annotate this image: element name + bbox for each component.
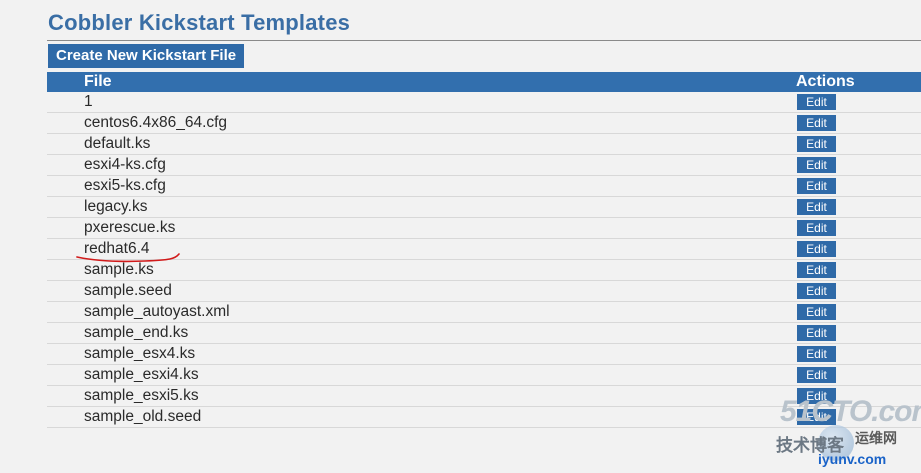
title-divider <box>47 40 921 41</box>
table-row: 1 Edit <box>47 92 921 113</box>
column-header-actions: Actions <box>796 73 855 90</box>
edit-button[interactable]: Edit <box>797 157 836 173</box>
edit-button[interactable]: Edit <box>797 388 836 404</box>
table-body: 1 Edit centos6.4x86_64.cfg Edit default.ks Ed… <box>47 92 921 428</box>
file-name: sample_esx4.ks <box>84 345 196 362</box>
table-row: sample_esx4.ks Edit <box>47 344 921 365</box>
edit-button[interactable]: Edit <box>797 115 836 131</box>
file-name: sample.ks <box>84 261 154 278</box>
edit-button[interactable]: Edit <box>797 136 836 152</box>
watermark-line2: 运维网 <box>855 430 897 446</box>
edit-button[interactable]: Edit <box>797 262 836 278</box>
edit-button[interactable]: Edit <box>797 409 836 425</box>
watermark-globe-icon <box>818 425 854 461</box>
create-kickstart-button[interactable]: Create New Kickstart File <box>48 44 245 68</box>
watermark-url: iyunv.com <box>818 451 887 467</box>
table-row: sample_end.ks Edit <box>47 323 921 344</box>
table-row: sample_autoyast.xml Edit <box>47 302 921 323</box>
file-name: esxi5-ks.cfg <box>84 177 166 194</box>
column-header-file: File <box>84 73 112 90</box>
edit-button[interactable]: Edit <box>797 94 836 110</box>
file-name: esxi4-ks.cfg <box>84 156 166 173</box>
file-name: sample.seed <box>84 282 172 299</box>
table-row: sample_esxi5.ks Edit <box>47 386 921 407</box>
table-row: centos6.4x86_64.cfg Edit <box>47 113 921 134</box>
edit-button[interactable]: Edit <box>797 241 836 257</box>
edit-button[interactable]: Edit <box>797 220 836 236</box>
file-name: 1 <box>84 93 93 110</box>
table-row: sample.ks Edit <box>47 260 921 281</box>
file-name: centos6.4x86_64.cfg <box>84 114 228 131</box>
kickstart-table: File Actions 1 Edit centos6.4x86_64.cfg Edi… <box>47 72 921 428</box>
table-row: esxi5-ks.cfg Edit <box>47 176 921 197</box>
table-header: File Actions <box>47 72 921 92</box>
edit-button[interactable]: Edit <box>797 346 836 362</box>
edit-button[interactable]: Edit <box>797 367 836 383</box>
table-row: esxi4-ks.cfg Edit <box>47 155 921 176</box>
table-row: legacy.ks Edit <box>47 197 921 218</box>
file-name: pxerescue.ks <box>84 219 176 236</box>
table-row: sample.seed Edit <box>47 281 921 302</box>
file-name: sample_esxi5.ks <box>84 387 199 404</box>
edit-button[interactable]: Edit <box>797 178 836 194</box>
file-name: sample_autoyast.xml <box>84 303 230 320</box>
table-row: default.ks Edit <box>47 134 921 155</box>
table-row: sample_old.seed Edit <box>47 407 921 428</box>
table-row: pxerescue.ks Edit <box>47 218 921 239</box>
file-name: default.ks <box>84 135 151 152</box>
file-name: sample_esxi4.ks <box>84 366 199 383</box>
page-title: Cobbler Kickstart Templates <box>48 10 351 35</box>
table-row: sample_esxi4.ks Edit <box>47 365 921 386</box>
edit-button[interactable]: Edit <box>797 199 836 215</box>
edit-button[interactable]: Edit <box>797 304 836 320</box>
edit-button[interactable]: Edit <box>797 325 836 341</box>
file-name: sample_end.ks <box>84 324 189 341</box>
table-row: redhat6.4 Edit <box>47 239 921 260</box>
file-name: redhat6.4 <box>84 240 150 257</box>
file-name: legacy.ks <box>84 198 148 215</box>
file-name: sample_old.seed <box>84 408 202 425</box>
watermark-line1: 技术博客 <box>776 436 844 455</box>
edit-button[interactable]: Edit <box>797 283 836 299</box>
